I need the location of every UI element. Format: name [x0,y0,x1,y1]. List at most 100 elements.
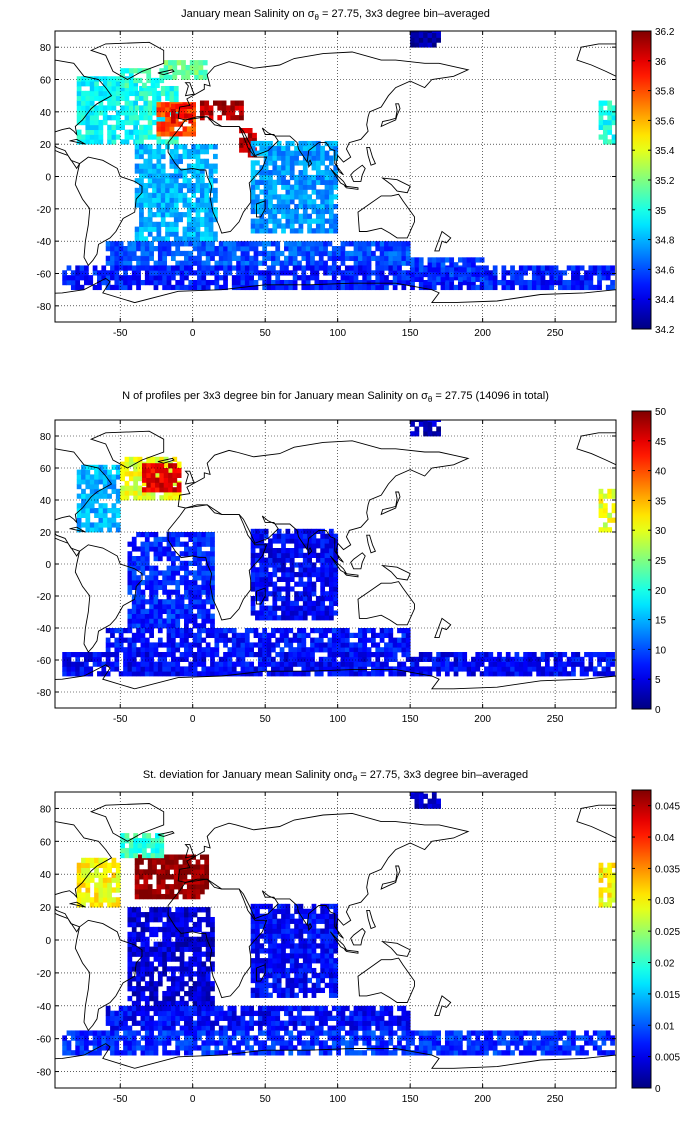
data-cell [149,594,154,599]
data-cell [588,270,593,275]
data-cell [174,154,179,159]
data-cell [393,251,398,256]
data-cell [268,919,273,924]
data-cell [316,978,321,983]
data-cell [184,907,189,912]
data-cell [116,120,121,125]
data-cell [251,610,256,615]
data-cell [332,628,337,633]
data-cell [310,241,315,246]
data-cell [599,513,604,518]
data-cell [94,508,99,513]
data-cell [77,522,82,527]
data-cell [158,947,163,952]
data-cell [161,202,166,207]
data-cell [297,251,302,256]
data-cell [98,86,103,91]
y-tick-label: -20 [37,592,52,603]
data-cell [255,534,260,539]
data-cell [154,981,159,986]
data-cell [132,917,137,922]
data-cell [141,251,146,256]
data-cell [161,188,166,193]
data-cell [268,219,273,224]
data-cell [323,265,328,270]
data-cell [200,183,205,188]
data-cell [184,991,189,996]
data-cell [497,280,502,285]
data-cell [264,586,269,591]
data-cell [428,652,433,657]
data-cell [97,285,102,290]
data-cell [97,662,102,667]
data-cell [213,198,218,203]
data-cell [264,223,269,228]
data-cell [258,270,263,275]
data-cell [167,956,172,961]
data-cell [307,610,312,615]
data-cell [428,272,433,277]
data-cell [197,594,202,599]
data-cell [193,1001,198,1006]
data-cell [268,938,273,943]
data-cell [165,198,170,203]
data-cell [90,130,95,135]
data-cell [275,251,280,256]
data-cell [341,652,346,657]
data-cell [132,907,137,912]
data-cell [155,833,160,838]
data-cell [103,115,108,120]
data-cell [204,149,209,154]
data-cell [119,1011,124,1016]
data-cell [303,141,308,146]
data-cell [223,657,228,662]
data-cell [293,662,298,667]
data-cell [151,457,156,462]
data-cell [116,887,121,892]
data-cell [371,256,376,261]
data-cell [277,988,282,993]
data-cell [281,199,286,204]
data-cell [471,267,476,272]
data-cell [301,628,306,633]
data-cell [200,188,205,193]
data-cell [188,590,193,595]
data-cell [406,657,411,662]
data-cell [445,257,450,262]
data-cell [267,657,272,662]
data-cell [358,652,363,657]
data-cell [197,642,202,647]
data-cell [90,101,95,106]
data-cell [80,285,85,290]
data-cell [191,874,196,879]
data-cell [180,113,185,118]
data-cell [515,270,520,275]
data-cell [255,180,260,185]
data-cell [214,280,219,285]
data-cell [312,924,317,929]
data-cell [133,86,138,91]
data-cell [272,204,277,209]
data-cell [90,86,95,91]
data-cell [133,457,138,462]
data-cell [332,246,337,251]
data-cell [77,513,82,518]
data-cell [510,280,515,285]
data-cell [132,912,137,917]
data-cell [145,275,150,280]
data-cell [204,159,209,164]
data-cell [593,652,598,657]
data-cell [294,180,299,185]
data-cell [201,952,206,957]
data-cell [98,892,103,897]
data-cell [299,189,304,194]
data-cell [143,144,148,149]
data-cell [196,236,201,241]
data-cell [171,113,176,118]
data-cell [277,151,282,156]
data-cell [285,615,290,620]
data-cell [277,968,282,973]
data-cell [325,968,330,973]
data-cell [200,193,205,198]
data-cell [251,904,256,909]
